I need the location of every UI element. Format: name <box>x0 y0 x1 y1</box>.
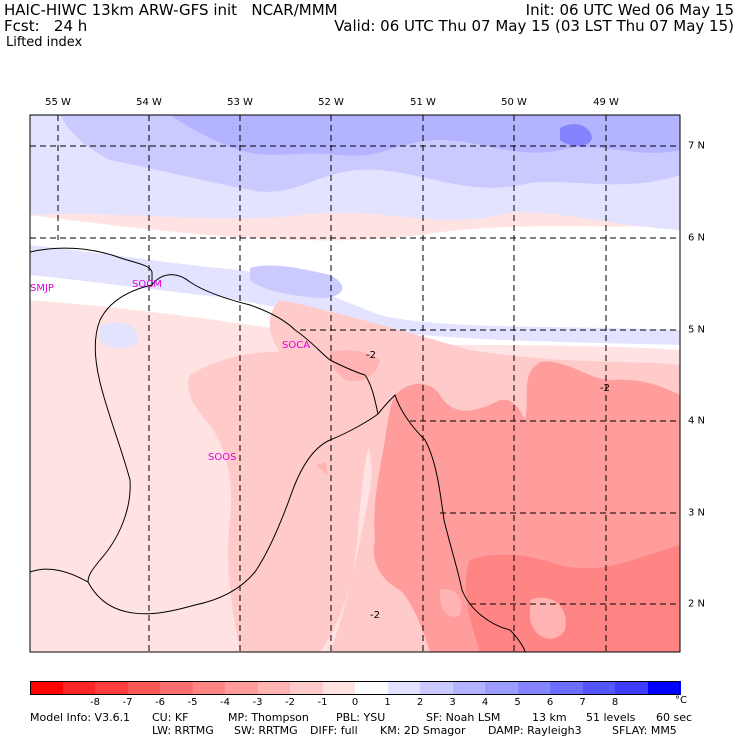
lon-label: 53 W <box>227 97 253 108</box>
colorbar-swatch <box>517 681 551 695</box>
colorbar-tick-label: 6 <box>546 697 554 708</box>
valid-time: Valid: 06 UTC Thu 07 May 15 (03 LST Thu … <box>334 17 734 35</box>
colorbar-swatch <box>127 681 161 695</box>
footer-lw: LW: RRTMG <box>152 724 214 737</box>
colorbar-swatch <box>225 681 258 695</box>
coastlines <box>30 247 526 652</box>
colorbar-frame <box>30 681 680 695</box>
footer-sflay: SFLAY: MM5 <box>612 724 677 737</box>
lon-label: 55 W <box>45 97 71 108</box>
graticule <box>30 115 680 652</box>
footer-model-info: Model Info: V3.6.1 <box>30 711 131 724</box>
colorbar-swatch <box>322 681 356 695</box>
colorbar-swatch <box>485 681 518 695</box>
colorbar-swatch <box>647 681 681 695</box>
colorbar-tick-label: -3 <box>252 697 263 708</box>
footer-mp: MP: Thompson <box>228 711 309 724</box>
footer-km: KM: 2D Smagor <box>380 724 466 737</box>
footer-resolution: 13 km <box>532 711 567 724</box>
lat-label: 4 N <box>688 415 706 427</box>
lifted-index-shading <box>30 115 680 652</box>
colorbar-swatch <box>62 681 96 695</box>
colorbar-swatch <box>615 681 648 695</box>
footer-damp: DAMP: Rayleigh3 <box>488 724 582 737</box>
footer-sf: SF: Noah LSM <box>426 711 501 724</box>
lat-label: 2 N <box>688 598 706 610</box>
footer-cu: CU: KF <box>152 711 189 724</box>
colorbar-tick-label: -5 <box>187 697 198 708</box>
colorbar-swatch <box>257 681 291 695</box>
lon-label: 51 W <box>410 97 436 108</box>
lat-label: 5 N <box>688 324 706 336</box>
colorbar-swatch <box>550 681 583 695</box>
colorbar-tick-label: 4 <box>481 697 489 708</box>
station-label: SMJP <box>30 283 54 294</box>
contour-label: -2 <box>600 383 610 394</box>
colorbar-tick-label: 3 <box>449 697 456 708</box>
colorbar-tick-label: -7 <box>122 697 133 708</box>
colorbar-swatch <box>420 681 453 695</box>
colorbar-swatch <box>387 681 421 695</box>
colorbar-swatch <box>30 681 63 695</box>
colorbar-swatch <box>290 681 323 695</box>
lat-label: 6 N <box>688 232 706 244</box>
footer-sw: SW: RRTMG <box>234 724 298 737</box>
forecast-hour: Fcst: 24 h <box>4 17 88 35</box>
field-name: Lifted index <box>6 35 83 50</box>
station-label: SOOS <box>208 452 237 463</box>
lat-label: 3 N <box>688 507 706 519</box>
colorbar-tick-label: 0 <box>351 697 359 708</box>
station-label: SOCM <box>132 279 162 290</box>
init-time: Init: 06 UTC Wed 06 May 15 <box>525 1 734 19</box>
contour-label: -2 <box>366 350 376 361</box>
colorbar-swatch <box>355 681 388 695</box>
colorbar-tick-label: -2 <box>285 697 295 708</box>
colorbar-swatch <box>95 681 128 695</box>
footer-timestep: 60 sec <box>656 711 693 724</box>
colorbar-tick-label: 1 <box>384 697 391 708</box>
colorbar-swatch <box>582 681 616 695</box>
station-label: SOCA <box>282 340 311 351</box>
lon-label: 50 W <box>501 97 527 108</box>
colorbar-swatch <box>160 681 193 695</box>
colorbar-tick-label: 7 <box>579 697 586 708</box>
colorbar-unit: °C <box>675 695 687 706</box>
colorbar-tick-label: 5 <box>514 697 521 708</box>
lon-label: 52 W <box>318 97 344 108</box>
colorbar-tick-label: -6 <box>155 697 165 708</box>
footer-levels: 51 levels <box>586 711 636 724</box>
colorbar-tick-label: -1 <box>317 697 328 708</box>
footer-pbl: PBL: YSU <box>336 711 386 724</box>
colorbar-swatch <box>452 681 486 695</box>
colorbar-tick-label: 8 <box>611 697 619 708</box>
header-title: HAIC-HIWC 13km ARW-GFS init NCAR/MMM <box>4 1 338 19</box>
colorbar-tick-label: -4 <box>220 697 230 708</box>
map-frame <box>29 114 681 653</box>
colorbar-tick-label: -8 <box>90 697 100 708</box>
lon-label: 49 W <box>593 97 619 108</box>
colorbar-swatch <box>192 681 226 695</box>
contour-label: -2 <box>370 610 380 621</box>
lat-label: 7 N <box>688 140 706 152</box>
colorbar-tick-label: 2 <box>416 697 424 708</box>
lon-label: 54 W <box>136 97 162 108</box>
footer-diff: DIFF: full <box>310 724 358 737</box>
